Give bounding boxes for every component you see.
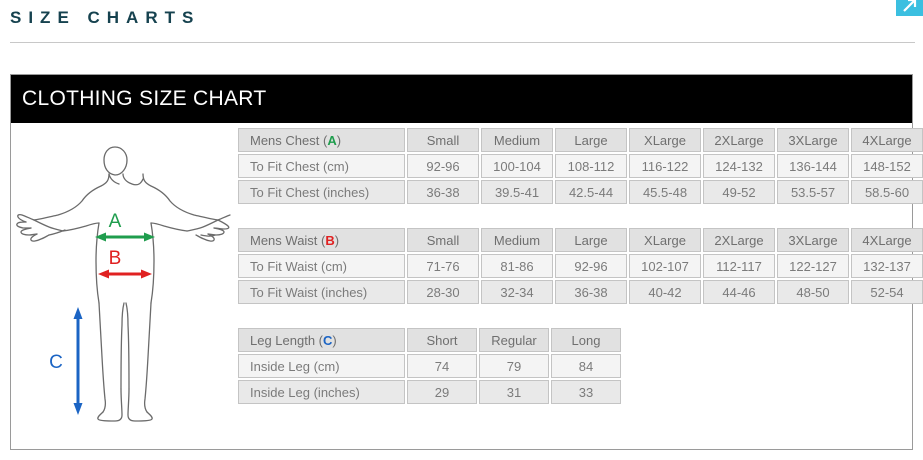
measurement-cell: 31	[479, 380, 549, 404]
measurement-cell: 81-86	[481, 254, 553, 278]
table-row: To Fit Waist (cm) 71-76 81-86 92-96 102-…	[238, 254, 923, 278]
clothing-size-chart-panel: CLOTHING SIZE CHART	[10, 74, 923, 450]
measurement-cell: 49-52	[703, 180, 775, 204]
measurement-cell: 122-127	[777, 254, 849, 278]
measure-header-label: Mens Chest (A)	[238, 128, 405, 152]
measurement-cell: 132-137	[851, 254, 923, 278]
size-header-cell: XLarge	[629, 128, 701, 152]
measure-header-prefix: Leg Length (	[250, 332, 324, 348]
svg-text:C: C	[49, 352, 63, 373]
size-header-cell: Regular	[479, 328, 549, 352]
measurement-cell: 39.5-41	[481, 180, 553, 204]
arrow-up-right-icon[interactable]	[896, 0, 923, 16]
measurement-cell: 116-122	[629, 154, 701, 178]
table-header-row: Mens Chest (A) Small Medium Large XLarge…	[238, 128, 923, 152]
table-row: Inside Leg (inches) 29 31 33	[238, 380, 621, 404]
body-measurement-diagram: A B C	[11, 123, 236, 449]
table-spacer	[236, 206, 923, 226]
measure-header-suffix: )	[336, 132, 342, 148]
measure-header-suffix: )	[332, 332, 337, 348]
row-label: To Fit Chest (cm)	[238, 154, 405, 178]
measurement-cell: 74	[407, 354, 477, 378]
size-header-cell: XLarge	[629, 228, 701, 252]
size-header-cell: Long	[551, 328, 621, 352]
table-header-row: Mens Waist (B) Small Medium Large XLarge…	[238, 228, 923, 252]
table-mens-chest: Mens Chest (A) Small Medium Large XLarge…	[236, 126, 923, 206]
measurement-cell: 53.5-57	[777, 180, 849, 204]
size-tables: Mens Chest (A) Small Medium Large XLarge…	[236, 123, 923, 406]
heading-divider	[10, 42, 915, 43]
measure-header-label: Mens Waist (B)	[238, 228, 405, 252]
measure-letter-a: A	[327, 132, 337, 148]
size-header-cell: Medium	[481, 128, 553, 152]
measurement-cell: 79	[479, 354, 549, 378]
measurement-cell: 124-132	[703, 154, 775, 178]
measure-letter-c: C	[323, 332, 333, 348]
measurement-cell: 48-50	[777, 280, 849, 304]
measurement-cell: 92-96	[407, 154, 479, 178]
table-row: To Fit Chest (cm) 92-96 100-104 108-112 …	[238, 154, 923, 178]
measurement-cell: 112-117	[703, 254, 775, 278]
size-header-cell: Small	[407, 228, 479, 252]
measure-header-prefix: Mens Chest (	[250, 132, 328, 148]
row-label: To Fit Chest (inches)	[238, 180, 405, 204]
size-header-cell: Medium	[481, 228, 553, 252]
size-header-cell: 4XLarge	[851, 228, 923, 252]
size-header-cell: 3XLarge	[777, 228, 849, 252]
table-mens-waist: Mens Waist (B) Small Medium Large XLarge…	[236, 226, 923, 306]
measurement-cell: 29	[407, 380, 477, 404]
table-row: To Fit Chest (inches) 36-38 39.5-41 42.5…	[238, 180, 923, 204]
size-header-cell: Short	[407, 328, 477, 352]
svg-text:A: A	[109, 211, 122, 232]
waist-measure-arrow: B	[98, 248, 152, 279]
size-header-cell: Small	[407, 128, 479, 152]
table-row: Inside Leg (cm) 74 79 84	[238, 354, 621, 378]
size-header-cell: 2XLarge	[703, 228, 775, 252]
measurement-cell: 102-107	[629, 254, 701, 278]
measure-header-suffix: )	[334, 232, 340, 248]
table-leg-length: Leg Length (C) Short Regular Long Inside…	[236, 326, 623, 406]
page-title: SIZE CHARTS	[10, 8, 201, 27]
measurement-cell: 33	[551, 380, 621, 404]
size-header-cell: 2XLarge	[703, 128, 775, 152]
measurement-cell: 40-42	[629, 280, 701, 304]
measure-header-prefix: Mens Waist (	[250, 232, 326, 248]
svg-text:B: B	[109, 248, 122, 269]
table-row: To Fit Waist (inches) 28-30 32-34 36-38 …	[238, 280, 923, 304]
measurement-cell: 58.5-60	[851, 180, 923, 204]
chart-title-bar: CLOTHING SIZE CHART	[11, 75, 912, 123]
row-label: To Fit Waist (inches)	[238, 280, 405, 304]
size-header-cell: 3XLarge	[777, 128, 849, 152]
measurement-cell: 71-76	[407, 254, 479, 278]
measurement-cell: 42.5-44	[555, 180, 627, 204]
inside-leg-measure-arrow: C	[49, 307, 83, 415]
size-header-cell: Large	[555, 128, 627, 152]
measurement-cell: 108-112	[555, 154, 627, 178]
measurement-cell: 44-46	[703, 280, 775, 304]
measurement-cell: 52-54	[851, 280, 923, 304]
table-spacer	[236, 306, 923, 326]
measurement-cell: 92-96	[555, 254, 627, 278]
row-label: Inside Leg (cm)	[238, 354, 405, 378]
measure-letter-b: B	[325, 232, 335, 248]
measurement-cell: 28-30	[407, 280, 479, 304]
row-label: Inside Leg (inches)	[238, 380, 405, 404]
row-label: To Fit Waist (cm)	[238, 254, 405, 278]
measurement-cell: 36-38	[407, 180, 479, 204]
measure-header-label: Leg Length (C)	[238, 328, 405, 352]
chart-title: CLOTHING SIZE CHART	[22, 87, 267, 110]
size-header-cell: 4XLarge	[851, 128, 923, 152]
table-header-row: Leg Length (C) Short Regular Long	[238, 328, 621, 352]
measurement-cell: 84	[551, 354, 621, 378]
measurement-cell: 45.5-48	[629, 180, 701, 204]
size-header-cell: Large	[555, 228, 627, 252]
chest-measure-arrow: A	[95, 211, 155, 242]
measurement-cell: 32-34	[481, 280, 553, 304]
measurement-cell: 148-152	[851, 154, 923, 178]
measurement-cell: 36-38	[555, 280, 627, 304]
measurement-cell: 136-144	[777, 154, 849, 178]
measurement-cell: 100-104	[481, 154, 553, 178]
